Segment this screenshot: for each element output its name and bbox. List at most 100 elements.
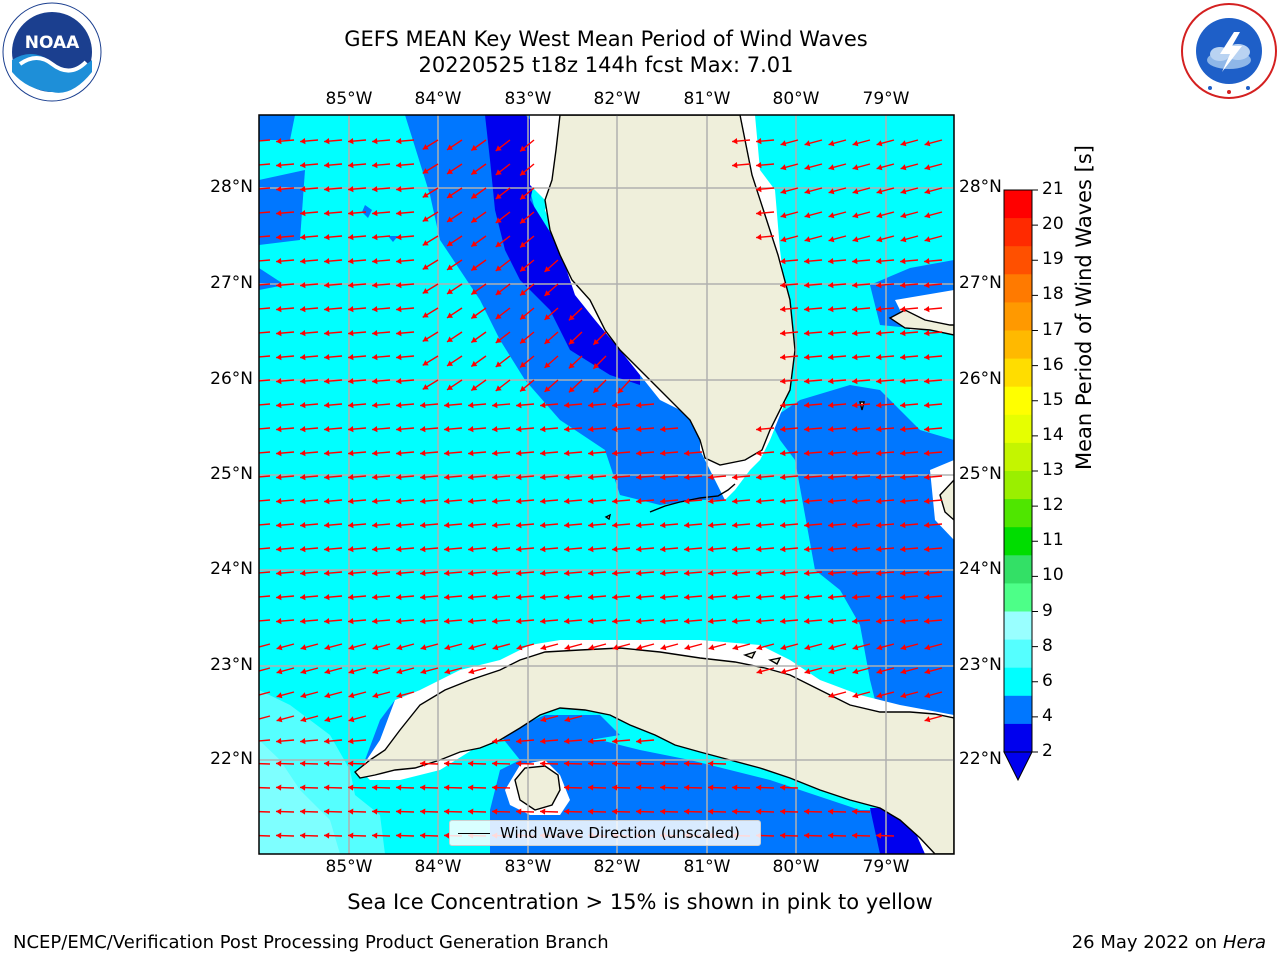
wind-arrow-head	[324, 306, 330, 313]
wind-arrow-head	[780, 426, 786, 433]
wind-arrow-head	[276, 832, 282, 839]
wind-arrow-head	[422, 216, 429, 222]
wind-arrow-head	[828, 450, 834, 457]
wind-arrow-head	[520, 337, 526, 344]
wind-arrow-head	[300, 570, 306, 577]
wind-arrow-head	[684, 498, 690, 505]
wind-arrow-head	[828, 498, 834, 505]
wind-arrow-head	[348, 760, 354, 767]
wind-arrow-head	[372, 426, 378, 433]
wind-arrow-head	[495, 193, 502, 199]
wind-arrow-head	[276, 644, 283, 651]
wind-arrow-head	[372, 618, 378, 625]
colorbar-segment	[1004, 583, 1032, 613]
wind-arrow-head	[300, 450, 306, 457]
wind-arrow-head	[300, 618, 306, 625]
colorbar-segment	[1004, 471, 1032, 500]
wind-arrow-head	[852, 354, 858, 361]
wind-arrow-head	[396, 570, 402, 577]
wind-arrow-head	[900, 354, 906, 361]
wind-arrow-head	[828, 402, 834, 409]
wind-arrow-head	[684, 760, 690, 767]
wind-arrow-head	[804, 522, 810, 529]
wind-arrow-head	[348, 162, 354, 169]
wind-arrow-head	[348, 450, 354, 457]
wind-arrow-head	[348, 354, 354, 361]
wind-arrow-head	[396, 474, 402, 481]
wind-arrow-head	[660, 618, 666, 625]
wind-arrow-head	[564, 644, 571, 651]
wind-arrow-head	[444, 594, 450, 601]
wind-arrow-head	[516, 402, 522, 409]
wind-arrow-head	[447, 192, 453, 198]
colorbar-tick-label: 6	[1042, 670, 1053, 691]
wind-arrow-head	[420, 546, 426, 553]
wind-arrow	[259, 379, 271, 382]
wind-arrow-head	[828, 306, 834, 313]
wind-arrow-head	[372, 306, 378, 313]
lon-tick-bottom: 84°W	[414, 857, 462, 877]
wind-arrow-head	[252, 785, 257, 791]
wind-arrow-head	[828, 188, 835, 195]
wind-arrow-head	[300, 738, 306, 745]
wind-arrow-head	[422, 264, 429, 270]
wind-arrow-head	[828, 832, 834, 839]
wind-arrow-head	[300, 784, 306, 791]
wind-arrow-head	[684, 450, 690, 457]
wind-arrow-head	[852, 594, 858, 601]
wind-arrow-head	[612, 784, 618, 791]
wind-arrow-head	[756, 450, 762, 457]
wind-arrow-head	[852, 402, 858, 409]
wind-arrow-head	[564, 498, 570, 505]
wind-arrow-head	[756, 138, 762, 145]
colorbar-segment	[1004, 499, 1032, 528]
wind-arrow-head	[852, 140, 859, 147]
wind-arrow-head	[324, 138, 330, 145]
wind-arrow-head	[636, 522, 642, 529]
wind-arrow-head	[564, 522, 570, 529]
colorbar-segment	[1004, 218, 1032, 247]
wind-arrow-head	[276, 760, 282, 767]
wind-arrow-head	[708, 522, 714, 529]
wind-arrow-head	[520, 385, 526, 392]
wind-arrow-head	[420, 450, 426, 457]
wind-arrow-head	[780, 644, 787, 651]
wind-arrow-head	[348, 378, 354, 385]
wind-arrow-head	[348, 138, 354, 145]
lat-tick-right: 27°N	[959, 273, 1002, 293]
wind-arrow-head	[324, 210, 330, 217]
wind-arrow-head	[876, 450, 882, 457]
wind-arrow-head	[756, 784, 762, 791]
wind-arrow-head	[924, 594, 930, 601]
wind-arrow-head	[520, 361, 526, 368]
colorbar-segment	[1004, 555, 1032, 584]
wind-arrow-head	[324, 354, 330, 361]
map-title: GEFS MEAN Key West Mean Period of Wind W…	[344, 27, 868, 51]
wind-arrow-head	[876, 832, 882, 839]
wind-arrow-head	[420, 498, 426, 505]
wind-arrow-head	[420, 832, 426, 839]
wind-arrow-head	[300, 402, 306, 409]
wind-arrow-head	[636, 498, 642, 505]
wind-arrow-head	[900, 402, 906, 409]
colorbar-segment	[1004, 527, 1032, 556]
wind-arrow-head	[540, 402, 546, 409]
wind-arrow-head	[684, 784, 690, 791]
wind-arrow-head	[492, 618, 498, 625]
wind-arrow-head	[276, 258, 282, 265]
footer-date-text: 26 May 2022 on	[1071, 932, 1218, 953]
wind-arrow-head	[300, 474, 306, 481]
wind-arrow-head	[276, 306, 282, 313]
wind-arrow-head	[492, 784, 498, 791]
wind-arrow-head	[900, 644, 907, 651]
wind-arrow-head	[300, 594, 306, 601]
wind-arrow	[259, 307, 271, 310]
colorbar-segment	[1004, 302, 1032, 332]
wind-arrow-head	[372, 450, 378, 457]
wind-arrow-head	[756, 644, 763, 651]
wind-arrow-head	[324, 474, 330, 481]
wind-arrow-head	[828, 282, 834, 289]
wind-arrow	[259, 834, 271, 837]
wind-arrow-head	[396, 808, 402, 815]
wind-arrow	[259, 235, 271, 238]
